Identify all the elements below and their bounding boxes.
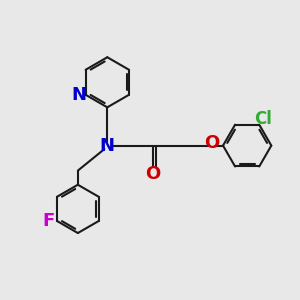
Text: F: F xyxy=(43,212,55,230)
Text: O: O xyxy=(145,165,160,183)
Text: Cl: Cl xyxy=(254,110,272,128)
Text: O: O xyxy=(204,134,220,152)
Text: N: N xyxy=(72,86,87,104)
Text: N: N xyxy=(100,136,115,154)
